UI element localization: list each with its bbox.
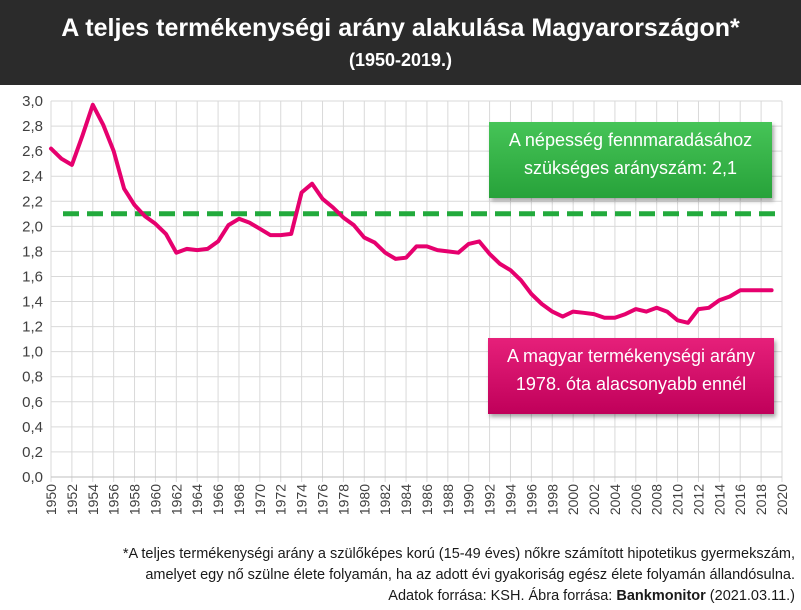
footnote-line1: *A teljes termékenységi arány a szülőkép…	[122, 546, 795, 562]
x-tick-label: 2010	[670, 484, 686, 515]
y-tick-label: 1,8	[22, 243, 43, 260]
y-tick-label: 1,4	[22, 294, 43, 311]
x-tick-label: 2016	[732, 484, 748, 515]
x-tick-label: 2004	[607, 484, 623, 515]
x-tick-label: 1978	[335, 484, 351, 515]
x-tick-label: 1962	[168, 484, 184, 515]
x-tick-label: 1954	[85, 484, 101, 515]
x-tick-label: 2006	[628, 484, 644, 515]
fertility-rate-line	[49, 102, 774, 325]
line-chart: 0,0 0,2 0,4 0,6 0,8 1,0 1,2 1,4 1,6 1,8 2,0 2,2 2,4 2…	[22, 93, 790, 515]
chart-subtitle: (1950-2019.)	[348, 50, 453, 70]
x-tick-label: 1952	[64, 484, 80, 515]
y-tick-label: 0,4	[22, 419, 43, 436]
x-tick-label: 1966	[210, 484, 226, 515]
y-tick-label: 2,2	[22, 193, 43, 210]
x-tick-label: 2002	[586, 484, 602, 515]
source-prefix: Adatok forrása: KSH. Ábra forrása:	[388, 588, 617, 604]
x-tick-label: 1988	[440, 484, 456, 515]
x-tick-label: 1984	[398, 484, 414, 515]
y-tick-label: 2,0	[22, 218, 43, 235]
footnote-line2: amelyet egy nő szülne élete folyamán, ha…	[145, 567, 795, 583]
x-tick-label: 2020	[774, 484, 790, 515]
x-tick-label: 1996	[523, 484, 539, 515]
callout-pink-line1: A magyar termékenységi arány	[506, 346, 756, 366]
x-tick-label: 1992	[482, 484, 498, 515]
x-tick-label: 2014	[711, 484, 727, 515]
replacement-level-callout: A népesség fennmaradásához szükséges ará…	[489, 122, 772, 198]
chart-title: A teljes termékenységi arány alakulása M…	[61, 14, 740, 42]
x-tick-label: 1976	[315, 484, 331, 515]
source-date: (2021.03.11.)	[705, 588, 795, 604]
x-tick-label: 2008	[649, 484, 665, 515]
chart-header: A teljes termékenységi arány alakulása M…	[0, 0, 801, 85]
y-tick-label: 1,2	[22, 319, 43, 336]
axes: 0,0 0,2 0,4 0,6 0,8 1,0 1,2 1,4 1,6 1,8 2,0 2,2 2,4 2…	[22, 93, 790, 515]
x-tick-label: 1974	[294, 484, 310, 515]
x-tick-label: 1958	[127, 484, 143, 515]
y-tick-label: 2,8	[22, 118, 43, 135]
x-tick-label: 1980	[356, 484, 372, 515]
footnote: *A teljes termékenységi arány a szülőkép…	[123, 544, 795, 607]
x-tick-label: 1986	[419, 484, 435, 515]
y-tick-label: 0,8	[22, 369, 43, 386]
x-tick-label: 2018	[753, 484, 769, 515]
x-tick-label: 2012	[690, 484, 706, 515]
x-tick-label: 2000	[565, 484, 581, 515]
callout-green-line2: szükséges arányszám: 2,1	[523, 158, 738, 178]
series-group	[49, 102, 774, 325]
x-tick-label: 1970	[252, 484, 268, 515]
y-tick-label: 2,6	[22, 143, 43, 160]
y-tick-label: 0,2	[22, 444, 43, 461]
y-tick-label: 3,0	[22, 93, 43, 110]
hungary-rate-callout: A magyar termékenységi arány 1978. óta a…	[488, 338, 774, 414]
y-tick-label: 2,4	[22, 168, 43, 185]
x-tick-label: 1994	[502, 484, 518, 515]
source-line: Adatok forrása: KSH. Ábra forrása: Bankm…	[123, 586, 795, 607]
x-tick-label: 1982	[377, 484, 393, 515]
y-tick-label: 1,6	[22, 268, 43, 285]
x-tick-label: 1960	[147, 484, 163, 515]
x-tick-label: 1968	[231, 484, 247, 515]
source-brand: Bankmonitor	[616, 588, 706, 604]
x-tick-label: 1972	[273, 484, 289, 515]
y-tick-label: 1,0	[22, 344, 43, 361]
x-tick-label: 1956	[106, 484, 122, 515]
x-tick-label: 1964	[189, 484, 205, 515]
x-tick-label: 1990	[461, 484, 477, 515]
x-tick-label: 1998	[544, 484, 560, 515]
y-tick-label: 0,0	[22, 469, 43, 486]
y-tick-label: 0,6	[22, 394, 43, 411]
callout-green-line1: A népesség fennmaradásához	[508, 130, 753, 150]
callout-pink-line2: 1978. óta alacsonyabb ennél	[515, 374, 747, 394]
x-tick-label: 1950	[43, 484, 59, 515]
